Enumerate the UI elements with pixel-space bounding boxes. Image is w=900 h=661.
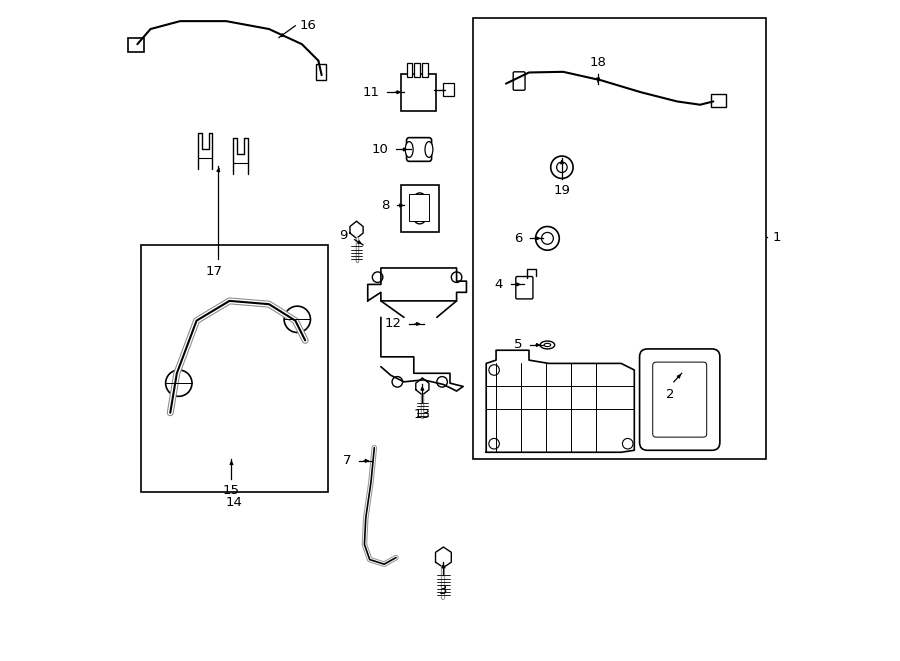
Bar bbox=[140, 245, 328, 492]
Bar bbox=[410, 194, 429, 221]
Ellipse shape bbox=[425, 141, 433, 157]
Text: 1: 1 bbox=[772, 231, 781, 243]
Text: 5: 5 bbox=[514, 338, 522, 352]
Text: 19: 19 bbox=[554, 184, 571, 197]
FancyBboxPatch shape bbox=[652, 362, 706, 437]
FancyBboxPatch shape bbox=[400, 185, 439, 232]
FancyBboxPatch shape bbox=[444, 83, 454, 96]
Bar bbox=[422, 63, 428, 77]
Ellipse shape bbox=[544, 343, 551, 346]
Text: 13: 13 bbox=[414, 408, 431, 421]
Text: 17: 17 bbox=[206, 264, 223, 278]
Text: 15: 15 bbox=[223, 484, 240, 497]
Text: 12: 12 bbox=[384, 317, 401, 330]
Ellipse shape bbox=[405, 141, 413, 157]
FancyBboxPatch shape bbox=[513, 72, 525, 91]
Text: 18: 18 bbox=[590, 56, 607, 69]
Text: 16: 16 bbox=[300, 19, 317, 32]
FancyBboxPatch shape bbox=[407, 137, 432, 161]
Text: 11: 11 bbox=[363, 86, 380, 98]
Bar bbox=[415, 63, 420, 77]
Text: 10: 10 bbox=[372, 143, 388, 156]
Ellipse shape bbox=[540, 341, 554, 349]
FancyBboxPatch shape bbox=[128, 38, 144, 52]
Text: 8: 8 bbox=[381, 199, 390, 212]
FancyBboxPatch shape bbox=[516, 276, 533, 299]
Text: 7: 7 bbox=[343, 454, 351, 467]
Bar bbox=[407, 63, 412, 77]
Text: 2: 2 bbox=[666, 389, 674, 401]
Bar bbox=[473, 18, 766, 459]
Text: 14: 14 bbox=[226, 496, 242, 510]
FancyBboxPatch shape bbox=[711, 95, 725, 107]
FancyBboxPatch shape bbox=[401, 75, 436, 111]
Text: 4: 4 bbox=[494, 278, 503, 291]
FancyBboxPatch shape bbox=[317, 64, 327, 80]
Text: 9: 9 bbox=[339, 229, 348, 241]
Text: 3: 3 bbox=[439, 584, 447, 597]
Text: 6: 6 bbox=[514, 232, 522, 245]
FancyBboxPatch shape bbox=[640, 349, 720, 450]
